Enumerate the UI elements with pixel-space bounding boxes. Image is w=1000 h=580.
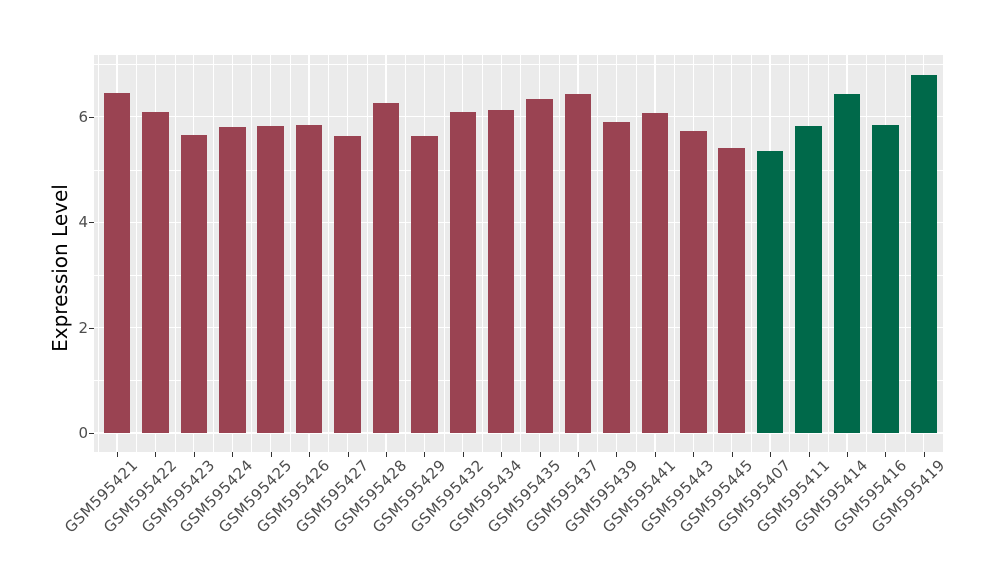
x-tick-mark — [846, 452, 848, 457]
y-gridline-major — [94, 432, 944, 434]
y-tick-label: 2 — [78, 318, 88, 337]
bar-GSM595425 — [257, 126, 284, 433]
x-gridline-minor — [712, 55, 714, 452]
bar-GSM595416 — [872, 125, 899, 433]
x-tick-mark — [616, 452, 618, 457]
bar-GSM595407 — [756, 150, 784, 433]
x-gridline-minor — [750, 55, 752, 452]
x-tick-mark — [232, 452, 234, 457]
x-tick-mark — [347, 452, 349, 457]
y-gridline-minor — [94, 169, 944, 171]
bar-GSM595426 — [295, 124, 323, 433]
x-gridline-minor — [827, 55, 829, 452]
y-gridline-major — [94, 221, 944, 223]
bar-GSM595428 — [372, 102, 400, 433]
x-gridline-minor — [789, 55, 791, 452]
y-tick-label: 4 — [78, 213, 88, 232]
x-gridline-minor — [251, 55, 253, 452]
x-tick-mark — [808, 452, 810, 457]
y-gridline-major — [94, 116, 944, 118]
bar-GSM595439 — [603, 121, 630, 433]
x-gridline-minor — [635, 55, 637, 452]
x-gridline-minor — [558, 55, 560, 452]
y-axis-title: Expression Level — [48, 184, 72, 352]
x-tick-mark — [770, 452, 772, 457]
y-gridline-minor — [94, 380, 944, 381]
y-tick-label: 6 — [78, 107, 88, 126]
x-gridline-minor — [213, 55, 214, 452]
x-tick-mark — [193, 452, 195, 457]
x-tick-mark — [693, 452, 695, 457]
bar-GSM595411 — [795, 126, 822, 433]
bar-GSM595435 — [526, 98, 553, 433]
x-tick-mark — [885, 452, 887, 457]
y-tick-mark — [89, 116, 94, 118]
x-tick-mark — [270, 452, 272, 457]
x-tick-mark — [462, 452, 464, 457]
x-tick-mark — [155, 452, 157, 457]
x-gridline-minor — [481, 55, 483, 452]
x-gridline-minor — [136, 55, 137, 452]
x-tick-mark — [424, 452, 426, 457]
bar-GSM595427 — [334, 136, 361, 433]
x-gridline-minor — [97, 55, 99, 452]
y-tick-mark — [89, 433, 94, 434]
x-gridline-minor — [405, 55, 406, 452]
x-tick-mark — [923, 452, 925, 457]
y-gridline-major — [94, 327, 944, 329]
x-gridline-minor — [366, 55, 368, 452]
bar-GSM595432 — [449, 111, 477, 433]
x-gridline-minor — [174, 55, 176, 452]
y-tick-mark — [89, 222, 94, 224]
bar-GSM595429 — [411, 136, 438, 433]
bar-GSM595423 — [180, 134, 208, 433]
bar-GSM595434 — [487, 110, 515, 433]
plot-panel — [94, 55, 944, 452]
x-tick-mark — [654, 452, 656, 457]
x-gridline-minor — [289, 55, 291, 452]
x-tick-mark — [578, 452, 580, 457]
bar-GSM595445 — [718, 147, 745, 433]
x-gridline-minor — [443, 55, 445, 452]
x-tick-mark — [309, 452, 311, 457]
x-tick-mark — [117, 452, 118, 457]
bar-GSM595421 — [103, 92, 131, 433]
x-gridline-minor — [943, 55, 944, 452]
x-gridline-minor — [904, 55, 906, 452]
y-gridline-minor — [94, 64, 944, 65]
bar-GSM595443 — [680, 130, 707, 433]
bar-GSM595441 — [641, 112, 669, 433]
y-tick-mark — [89, 327, 94, 329]
x-gridline-minor — [328, 55, 329, 452]
x-tick-mark — [731, 452, 733, 457]
x-gridline-minor — [520, 55, 522, 452]
x-tick-mark — [539, 452, 541, 457]
x-tick-mark — [385, 452, 387, 457]
bar-GSM595419 — [910, 75, 938, 433]
y-gridline-minor — [94, 274, 944, 276]
bar-GSM595437 — [564, 93, 592, 433]
bar-GSM595414 — [833, 93, 861, 433]
x-tick-mark — [501, 452, 503, 457]
bar-GSM595422 — [142, 112, 169, 433]
x-gridline-minor — [674, 55, 675, 452]
x-gridline-minor — [597, 55, 598, 452]
x-gridline-minor — [866, 55, 867, 452]
y-tick-label: 0 — [78, 424, 88, 442]
bar-GSM595424 — [219, 127, 246, 433]
